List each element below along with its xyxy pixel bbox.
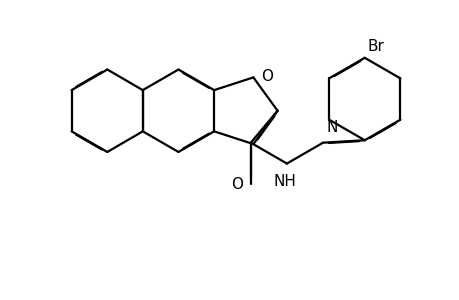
Text: Br: Br xyxy=(366,39,383,54)
Text: NH: NH xyxy=(273,174,295,189)
Text: O: O xyxy=(260,69,272,84)
Text: O: O xyxy=(231,177,243,192)
Text: N: N xyxy=(326,120,338,135)
